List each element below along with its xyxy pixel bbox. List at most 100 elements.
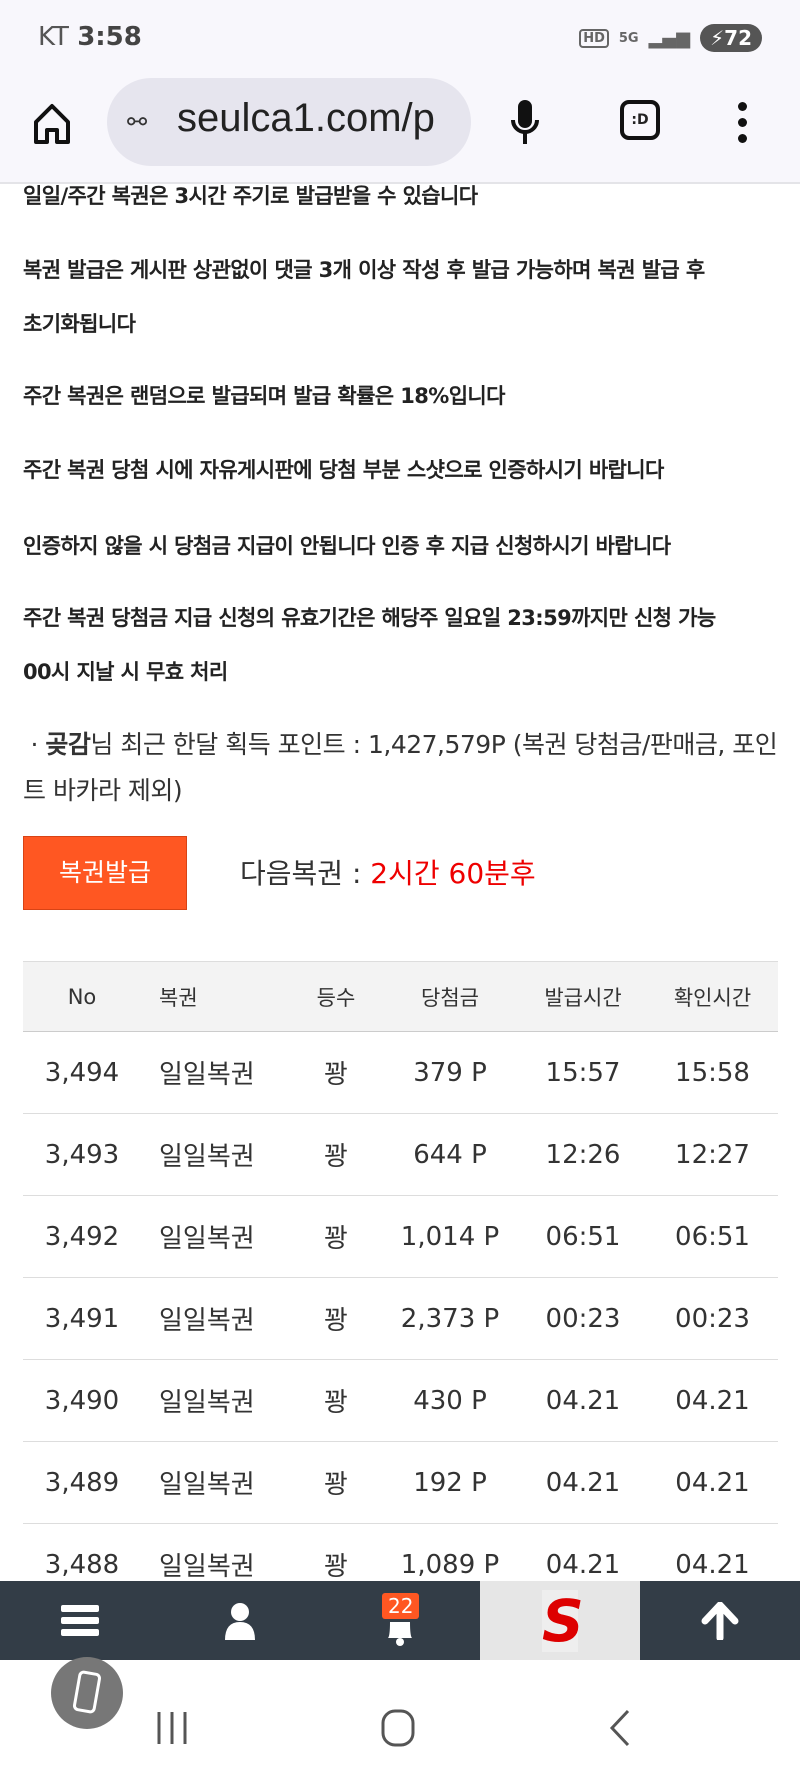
table-cell: 04.21 [647,1441,778,1524]
next-lottery: 다음복권 : 2시간 60분후 [240,852,536,892]
table-cell: 644 P [381,1113,519,1196]
rule-text: 주간 복권 당첨 시에 자유게시판에 당첨 부분 스샷으로 인증하시기 바랍니다 [23,458,664,482]
table-cell: 3,493 [23,1113,141,1196]
table-row: 3,491 일일복권 꽝 2,373 P 00:23 00:23 [23,1277,778,1360]
floating-phone-button[interactable] [51,1657,123,1729]
issue-lottery-button[interactable]: 복권발급 [23,836,187,910]
column-header: 당첨금 [381,961,519,1032]
site-settings-icon[interactable]: ⚯ [127,108,148,136]
table-cell: 04.21 [519,1441,647,1524]
table-cell: 430 P [381,1359,519,1442]
table-cell: 04.21 [519,1523,647,1581]
tab-switcher-button[interactable]: :D [620,100,660,140]
system-nav-bar [0,1660,800,1778]
more-menu-icon[interactable] [738,102,748,150]
next-lottery-label: 다음복권 : [240,857,371,890]
profile-button[interactable] [160,1581,320,1660]
table-row: 3,492 일일복권 꽝 1,014 P 06:51 06:51 [23,1195,778,1278]
table-cell: 일일복권 [141,1523,291,1581]
username: 곶감 [45,730,91,759]
arrow-up-icon [701,1601,739,1640]
home-icon[interactable] [32,102,72,146]
scroll-top-button[interactable] [640,1581,800,1660]
table-cell: 3,494 [23,1031,141,1114]
bullet: · [30,730,38,759]
battery-icon: ⚡72 [700,24,762,52]
table-cell: 00:23 [519,1277,647,1360]
user-icon [225,1602,255,1640]
table-cell: 192 P [381,1441,519,1524]
table-cell: 00:23 [647,1277,778,1360]
table-cell: 3,490 [23,1359,141,1442]
table-cell: 379 P [381,1031,519,1114]
table-cell: 일일복권 [141,1359,291,1442]
table-cell: 04.21 [519,1359,647,1442]
back-icon[interactable] [608,1708,632,1748]
table-cell: 꽝 [291,1277,381,1360]
site-logo-button[interactable]: S [480,1581,640,1660]
table-cell: 3,488 [23,1523,141,1581]
bell-icon [388,1621,412,1646]
table-cell: 04.21 [647,1523,778,1581]
monthly-points: · 곶감님 최근 한달 획득 포인트 : 1,427,579P (복권 당첨금/… [23,722,793,814]
menu-button[interactable] [0,1581,160,1660]
carrier-time: KT 3:58 [38,22,142,52]
table-row: 3,493 일일복권 꽝 644 P 12:26 12:27 [23,1113,778,1196]
table-cell: 꽝 [291,1031,381,1114]
phone-icon [72,1670,102,1714]
clock: 3:58 [77,22,142,52]
rule-text: 00시 지날 시 무효 처리 [23,660,228,684]
next-lottery-time: 2시간 60분후 [370,857,536,890]
carrier: KT [38,22,69,52]
table-cell: 일일복권 [141,1113,291,1196]
network-icon: 5G [618,30,639,46]
table-cell: 15:58 [647,1031,778,1114]
microphone-icon[interactable] [510,98,540,148]
browser-toolbar: ⚯ seulca1.com/p :D [0,72,800,184]
table-row: 3,489 일일복권 꽝 192 P 04.21 04.21 [23,1441,778,1524]
address-bar[interactable]: ⚯ seulca1.com/p [107,78,471,166]
table-cell: 12:27 [647,1113,778,1196]
table-cell: 3,489 [23,1441,141,1524]
battery-level: 72 [724,26,752,50]
rule-text: 주간 복권은 랜덤으로 발급되며 발급 확률은 18%입니다 [23,384,505,408]
table-cell: 1,014 P [381,1195,519,1278]
table-cell: 3,491 [23,1277,141,1360]
table-cell: 꽝 [291,1195,381,1278]
table-cell: 꽝 [291,1441,381,1524]
status-bar: KT 3:58 HD 5G ▂▄▆ ⚡72 [0,0,800,72]
recent-apps-icon[interactable] [155,1710,191,1746]
table-cell: 일일복권 [141,1277,291,1360]
rule-text: 일일/주간 복권은 3시간 주기로 발급받을 수 있습니다 [23,184,478,208]
points-text: 님 최근 한달 획득 포인트 : 1,427,579P (복권 당첨금/판매금,… [23,730,778,805]
hd-voice-icon: HD [579,28,609,48]
table-cell: 06:51 [519,1195,647,1278]
rule-text: 초기화됩니다 [23,312,136,336]
page-content: 일일/주간 복권은 3시간 주기로 발급받을 수 있습니다 복권 발급은 게시판… [0,184,800,1581]
home-nav-icon[interactable] [380,1708,416,1748]
table-cell: 2,373 P [381,1277,519,1360]
table-cell: 1,089 P [381,1523,519,1581]
table-cell: 3,492 [23,1195,141,1278]
notifications-button[interactable]: 22 [320,1581,480,1660]
table-cell: 12:26 [519,1113,647,1196]
column-header: 확인시간 [647,961,778,1032]
table-cell: 꽝 [291,1359,381,1442]
signal-icon: ▂▄▆ [648,27,691,49]
table-cell: 일일복권 [141,1195,291,1278]
menu-icon [61,1604,99,1636]
table-cell: 06:51 [647,1195,778,1278]
table-row: 3,494 일일복권 꽝 379 P 15:57 15:58 [23,1031,778,1114]
table-cell: 15:57 [519,1031,647,1114]
logo-icon: S [542,1586,584,1655]
rule-text: 복권 발급은 게시판 상관없이 댓글 3개 이상 작성 후 발급 가능하며 복권… [23,258,705,282]
column-header: 복권 [141,961,291,1032]
table-row: 3,490 일일복권 꽝 430 P 04.21 04.21 [23,1359,778,1442]
table-cell: 꽝 [291,1523,381,1581]
table-cell: 일일복권 [141,1441,291,1524]
bottom-nav: 22 S [0,1581,800,1660]
table-header: No 복권 등수 당첨금 발급시간 확인시간 [23,961,778,1032]
url-text: seulca1.com/p [177,96,435,140]
rule-text: 인증하지 않을 시 당첨금 지급이 안됩니다 인증 후 지급 신청하시기 바랍니… [23,534,671,558]
lottery-history-table: No 복권 등수 당첨금 발급시간 확인시간 3,494 일일복권 꽝 379 P 15:57 15… [23,961,778,1581]
